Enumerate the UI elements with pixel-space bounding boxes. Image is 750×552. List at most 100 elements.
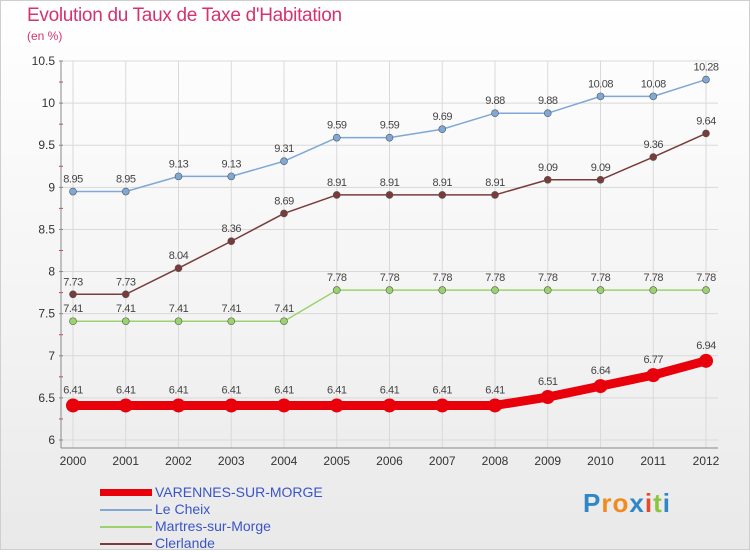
data-label: 9.88 xyxy=(538,95,558,107)
data-point xyxy=(280,317,288,326)
data-point xyxy=(280,157,288,166)
data-label: 9.36 xyxy=(644,139,664,151)
data-point xyxy=(596,286,605,294)
data-point xyxy=(224,398,239,413)
data-point xyxy=(174,172,183,181)
data-point xyxy=(438,125,447,134)
legend-swatch xyxy=(100,526,152,528)
logo-letter: t xyxy=(653,488,663,518)
data-point xyxy=(491,286,499,294)
logo-letter: P xyxy=(583,488,602,518)
x-tick-label: 2012 xyxy=(693,454,720,468)
data-label: 8.04 xyxy=(169,250,189,262)
data-label: 6.41 xyxy=(116,384,136,396)
data-point xyxy=(543,109,552,118)
data-label: 8.91 xyxy=(380,177,400,189)
legend-label: Martres-sur-Morge xyxy=(155,518,271,534)
data-label: 9.13 xyxy=(169,158,189,170)
logo-letter: o xyxy=(612,488,630,518)
legend-label: VARENNES-SUR-MORGE xyxy=(155,484,323,500)
data-point xyxy=(227,172,236,181)
data-point xyxy=(385,191,394,199)
y-tick-label: 7 xyxy=(48,349,55,363)
data-point xyxy=(66,398,80,413)
data-label: 8.91 xyxy=(433,177,453,189)
data-point xyxy=(543,175,552,184)
x-tick-label: 2001 xyxy=(112,454,139,468)
y-tick-label: 6 xyxy=(48,433,55,447)
data-label: 6.94 xyxy=(696,340,716,352)
data-point xyxy=(332,286,341,294)
data-point xyxy=(702,75,710,84)
data-point xyxy=(540,390,555,405)
data-label: 6.41 xyxy=(433,384,453,396)
data-point xyxy=(69,290,77,299)
logo-letter: i xyxy=(644,488,654,518)
data-label: 10.08 xyxy=(588,78,613,90)
data-point xyxy=(649,286,658,294)
x-tick-label: 2005 xyxy=(323,454,350,468)
data-point xyxy=(332,133,341,142)
y-tick-label: 6.5 xyxy=(38,391,55,405)
y-tick-label: 10 xyxy=(42,96,56,110)
data-label: 6.41 xyxy=(63,384,83,396)
y-tick-label: 8 xyxy=(48,265,55,279)
data-point xyxy=(491,191,499,199)
data-label: 9.59 xyxy=(327,120,347,132)
data-label: 8.36 xyxy=(222,223,242,235)
x-tick-label: 2010 xyxy=(587,454,614,468)
data-label: 7.73 xyxy=(116,276,136,288)
legend-label: Clerlande xyxy=(155,535,215,551)
data-label: 10.08 xyxy=(641,78,666,90)
y-tick-label: 9.5 xyxy=(38,138,55,152)
x-tick-label: 2009 xyxy=(534,454,561,468)
y-tick-label: 10.5 xyxy=(32,54,56,68)
data-point xyxy=(121,187,130,196)
data-point xyxy=(174,264,183,272)
legend-swatch xyxy=(100,509,152,511)
data-point xyxy=(435,398,450,413)
data-point xyxy=(488,398,502,413)
data-point xyxy=(702,286,710,294)
data-label: 6.41 xyxy=(485,384,505,396)
data-point xyxy=(596,92,605,101)
data-label: 9.69 xyxy=(433,111,453,123)
data-point xyxy=(382,398,397,413)
data-label: 8.91 xyxy=(485,177,505,189)
data-point xyxy=(438,191,447,199)
data-point xyxy=(69,187,77,196)
data-point xyxy=(121,317,130,326)
data-point xyxy=(69,317,77,326)
data-label: 9.09 xyxy=(538,162,558,174)
data-label: 7.41 xyxy=(116,303,136,315)
data-label: 8.69 xyxy=(274,195,294,207)
data-label: 9.64 xyxy=(696,115,716,127)
data-point xyxy=(593,379,608,394)
data-label: 7.78 xyxy=(591,272,611,284)
x-tick-label: 2008 xyxy=(482,454,509,468)
data-label: 7.78 xyxy=(644,272,664,284)
y-tick-label: 9 xyxy=(48,180,55,194)
data-point xyxy=(385,133,394,142)
data-label: 6.41 xyxy=(169,384,189,396)
data-label: 6.41 xyxy=(274,384,294,396)
data-label: 7.78 xyxy=(433,272,453,284)
y-tick-label: 7.5 xyxy=(38,307,55,321)
data-point xyxy=(596,175,605,184)
data-point xyxy=(385,286,394,294)
x-tick-label: 2003 xyxy=(218,454,245,468)
data-point xyxy=(699,353,713,368)
data-point xyxy=(118,398,133,413)
data-label: 9.09 xyxy=(591,162,611,174)
data-label: 6.41 xyxy=(327,384,347,396)
data-label: 7.41 xyxy=(222,303,242,315)
logo-letter: i xyxy=(662,488,671,518)
data-point xyxy=(702,129,710,138)
data-label: 7.41 xyxy=(274,303,294,315)
data-point xyxy=(646,368,661,383)
logo-letter: x xyxy=(629,488,645,518)
proxiti-logo: Proxiti xyxy=(583,488,671,519)
data-label: 7.78 xyxy=(327,272,347,284)
